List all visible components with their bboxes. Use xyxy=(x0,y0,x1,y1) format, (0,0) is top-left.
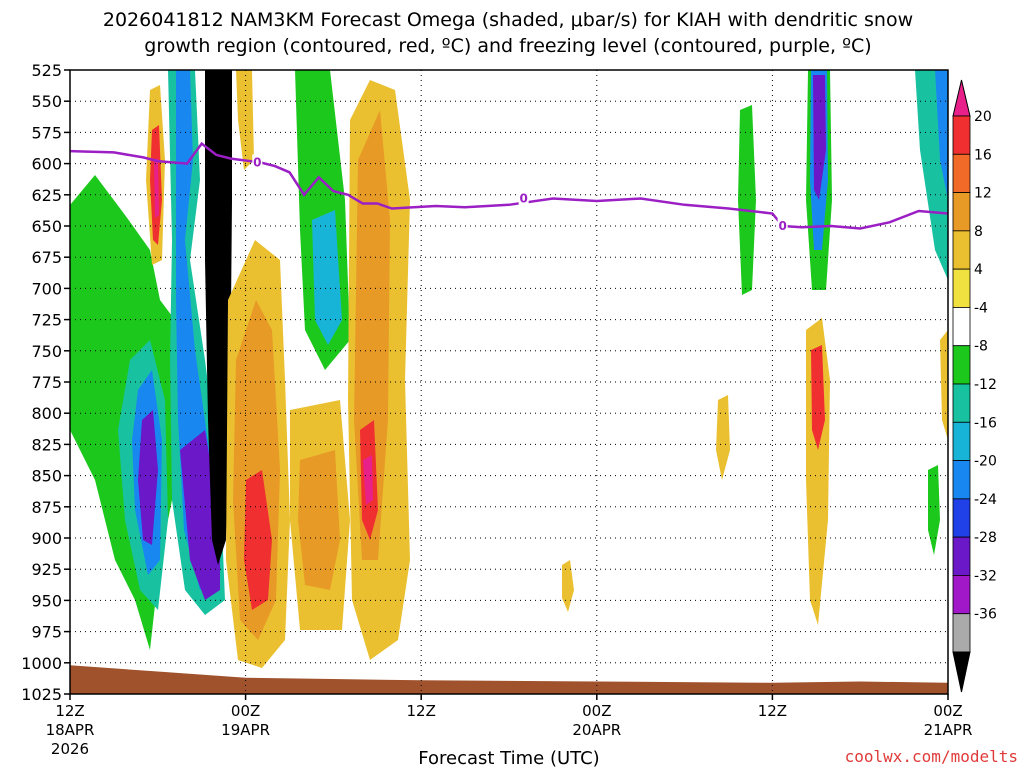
colorbar-band xyxy=(952,498,971,538)
colorbar: 20 16 12 8 4 -4 -8 -12 -16 -20 -24 -28 -32 -36 xyxy=(952,79,997,693)
y-tick-label: 775 xyxy=(31,373,62,392)
omega-region-black-column xyxy=(205,70,232,565)
x-axis-label: Forecast Time (UTC) xyxy=(418,748,599,768)
x-tick-date: 20APR xyxy=(572,721,621,739)
x-tick-year: 2026 xyxy=(51,740,89,758)
omega-region-magenta-col1 xyxy=(154,158,159,218)
omega-region-purple-col7 xyxy=(813,75,826,200)
y-tick-label: 900 xyxy=(31,529,62,548)
y-tick-label: 675 xyxy=(31,248,62,267)
y-tick-label: 800 xyxy=(31,404,62,423)
credit-text: coolwx.com/modelts xyxy=(845,747,1018,766)
grid-lines xyxy=(70,70,948,694)
omega-region-yellow-right xyxy=(940,330,948,440)
colorbar-label: -24 xyxy=(974,492,997,508)
y-tick-label: 700 xyxy=(31,279,62,298)
colorbar-label: -32 xyxy=(974,568,997,584)
omega-region-red-col3 xyxy=(244,470,272,610)
colorbar-band xyxy=(952,575,971,615)
x-tick-date: 18APR xyxy=(46,721,95,739)
x-tick-date: 21APR xyxy=(924,721,973,739)
omega-region-yellow-small-2 xyxy=(716,395,730,480)
colorbar-band xyxy=(952,536,971,576)
colorbar-label: -36 xyxy=(974,607,997,623)
omega-region-purple-left xyxy=(138,410,158,545)
colorbar-label: 8 xyxy=(974,224,983,240)
colorbar-band xyxy=(952,460,971,500)
freezing-level-labels: 0 0 0 xyxy=(252,154,788,233)
y-tick-label: 550 xyxy=(31,92,62,111)
y-tick-label: 825 xyxy=(31,435,62,454)
y-tick-label: 525 xyxy=(31,61,62,80)
y-tick-label: 925 xyxy=(31,560,62,579)
freezing-level-label-bg xyxy=(518,190,529,205)
colorbar-band xyxy=(952,307,971,347)
y-tick-label: 725 xyxy=(31,311,62,330)
y-axis: 525 550 575 600 625 650 675 700 725 750 775 800 825 8… xyxy=(21,61,70,704)
omega-region-orange-col4 xyxy=(298,450,340,590)
y-tick-label: 1025 xyxy=(21,685,62,704)
freezing-level-label-bg xyxy=(777,218,788,232)
freezing-level-label-bg xyxy=(252,154,263,169)
chart-title-line1: 2026041812 NAM3KM Forecast Omega (shaded… xyxy=(103,9,913,31)
colorbar-label: 12 xyxy=(974,186,992,202)
omega-region-green-col9 xyxy=(928,465,940,555)
x-tick-label: 12Z xyxy=(407,702,436,720)
x-tick-label: 00Z xyxy=(933,702,962,720)
colorbar-label: -20 xyxy=(974,454,997,470)
ground-surface xyxy=(70,665,948,694)
y-tick-label: 625 xyxy=(31,186,62,205)
colorbar-label: -12 xyxy=(974,377,997,393)
colorbar-band xyxy=(952,230,971,270)
colorbar-band xyxy=(952,115,971,155)
colorbar-band xyxy=(952,192,971,232)
y-tick-label: 575 xyxy=(31,123,62,142)
y-tick-label: 1000 xyxy=(21,654,62,673)
y-tick-label: 850 xyxy=(31,467,62,486)
omega-shading xyxy=(70,70,948,668)
colorbar-band xyxy=(952,383,971,423)
colorbar-label: 20 xyxy=(974,109,992,125)
colorbar-band xyxy=(952,421,971,461)
colorbar-band xyxy=(952,613,971,653)
colorbar-arrow-bottom xyxy=(952,651,971,693)
colorbar-label: 4 xyxy=(974,262,983,278)
x-tick-label: 12Z xyxy=(55,702,84,720)
freezing-level-label: 0 xyxy=(519,192,527,206)
x-tick-label: 00Z xyxy=(231,702,260,720)
omega-region-magenta-col6 xyxy=(363,455,373,505)
y-tick-label: 600 xyxy=(31,155,62,174)
freezing-level-line xyxy=(70,141,948,230)
colorbar-band xyxy=(952,153,971,193)
x-tick-label: 00Z xyxy=(582,702,611,720)
y-tick-label: 875 xyxy=(31,498,62,517)
y-tick-label: 950 xyxy=(31,591,62,610)
colorbar-arrow-top xyxy=(952,79,971,117)
omega-region-red-col8 xyxy=(811,345,825,450)
freezing-level-label: 0 xyxy=(778,219,786,233)
y-tick-label: 975 xyxy=(31,623,62,642)
colorbar-label: -28 xyxy=(974,530,997,546)
colorbar-label: -16 xyxy=(974,415,997,431)
omega-region-blue-right xyxy=(935,70,948,200)
y-tick-label: 750 xyxy=(31,342,62,361)
colorbar-label: -4 xyxy=(974,300,988,316)
colorbar-band xyxy=(952,345,971,385)
colorbar-label: -8 xyxy=(974,339,988,355)
omega-region-yellow-top-col3 xyxy=(236,70,254,170)
omega-region-green-small-1 xyxy=(738,105,756,295)
x-tick-label: 12Z xyxy=(758,702,787,720)
y-tick-label: 650 xyxy=(31,217,62,236)
omega-region-yellow-small-1 xyxy=(562,560,574,612)
freezing-level-label: 0 xyxy=(253,155,261,169)
colorbar-band xyxy=(952,268,971,308)
x-tick-date: 19APR xyxy=(221,721,270,739)
omega-region-teal-col5 xyxy=(312,210,342,345)
plot-area: 0 0 0 xyxy=(69,69,949,695)
colorbar-label: 16 xyxy=(974,147,992,163)
chart-title-line2: growth region (contoured, red, ºC) and f… xyxy=(144,35,871,57)
